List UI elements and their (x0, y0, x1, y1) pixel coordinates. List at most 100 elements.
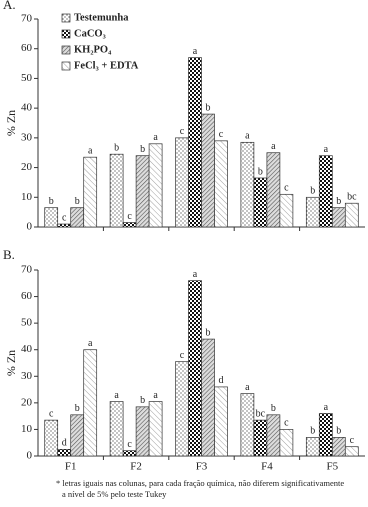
significance-letter: bc (256, 408, 266, 419)
bar (44, 207, 59, 228)
bar (109, 401, 124, 457)
y-tick-label: 70 (21, 264, 33, 276)
significance-letter: c (127, 439, 132, 450)
bar (70, 207, 85, 228)
significance-letter: a (324, 144, 329, 155)
significance-letter: c (284, 418, 289, 429)
significance-letter: d (219, 375, 224, 386)
x-tick-label: F2 (130, 461, 142, 473)
significance-letter: c (49, 408, 54, 419)
bar (148, 143, 163, 228)
significance-letter: d (62, 438, 67, 449)
bar (83, 156, 98, 228)
bar (188, 57, 202, 228)
bar (175, 361, 189, 457)
bar (331, 437, 346, 457)
y-tick-label: 0 (27, 221, 33, 233)
bar (318, 155, 333, 228)
y-axis-label: % Zn (4, 110, 18, 136)
legend-label: CaCO₃ (74, 28, 106, 39)
legend-swatch (61, 45, 71, 55)
significance-letter: b (75, 196, 80, 207)
bar (175, 137, 189, 228)
y-tick-label: 40 (21, 102, 33, 114)
legend-swatch (61, 61, 71, 71)
significance-letter: c (219, 129, 224, 140)
bar (70, 414, 85, 457)
significance-letter: c (127, 211, 132, 222)
y-tick-label: 30 (21, 131, 33, 143)
significance-letter: b (206, 102, 211, 113)
y-tick-label: 10 (21, 191, 33, 203)
bar (305, 437, 320, 457)
y-tick-label: 50 (21, 72, 33, 84)
y-tick-label: 20 (21, 161, 33, 173)
significance-letter: b (310, 426, 315, 437)
legend-swatch (61, 13, 71, 23)
significance-letter: b (140, 144, 145, 155)
significance-letter: b (114, 142, 119, 153)
legend-label: KH₂PO₄ (74, 44, 112, 55)
y-tick-label: 60 (21, 290, 33, 302)
significance-letter: a (153, 390, 158, 401)
y-axis-label: % Zn (4, 350, 18, 376)
panel-label: B. (3, 247, 15, 262)
legend-label: Testemunha (74, 12, 129, 23)
significance-letter: a (153, 132, 158, 143)
significance-letter: a (88, 145, 93, 156)
legend-label: FeCl₃ + EDTA (74, 60, 139, 71)
significance-letter: a (271, 141, 276, 152)
bar (83, 349, 98, 457)
y-tick-label: 60 (21, 42, 33, 54)
significance-letter: b (49, 196, 54, 207)
significance-letter: b (310, 186, 315, 197)
footnote: a nível de 5% pelo teste Tukey (62, 489, 167, 499)
significance-letter: c (180, 350, 185, 361)
y-tick-label: 50 (21, 317, 33, 329)
x-tick-label: F3 (196, 461, 208, 473)
bar (135, 406, 150, 457)
significance-letter: a (193, 46, 198, 57)
bar (266, 414, 281, 457)
bar (148, 401, 163, 457)
y-tick-label: 30 (21, 370, 33, 382)
significance-letter: a (193, 269, 198, 280)
y-tick-label: 20 (21, 396, 33, 408)
significance-letter: c (350, 435, 355, 446)
bar (57, 449, 72, 457)
significance-letter: c (62, 212, 67, 223)
bar (214, 386, 228, 457)
y-tick-label: 0 (27, 450, 33, 462)
significance-letter: b (206, 327, 211, 338)
significance-letter: a (114, 390, 119, 401)
bar (201, 338, 215, 457)
bar (344, 446, 359, 457)
bar (201, 113, 215, 228)
significance-letter: bc (347, 192, 357, 203)
significance-letter: b (336, 196, 341, 207)
panel-label: A. (3, 0, 16, 12)
significance-letter: b (271, 403, 276, 414)
significance-letter: b (258, 166, 263, 177)
significance-letter: a (245, 382, 250, 393)
bar (344, 202, 359, 228)
footnote: * letras iguais nas colunas, para cada f… (56, 478, 344, 488)
bar (305, 196, 320, 228)
bar (240, 393, 255, 457)
bar (253, 419, 268, 457)
y-tick-label: 40 (21, 343, 33, 355)
bar (109, 153, 124, 228)
bar (135, 155, 150, 228)
bar (318, 413, 333, 457)
bar (240, 141, 255, 228)
y-tick-label: 70 (21, 13, 33, 25)
significance-letter: a (245, 131, 250, 142)
bar (279, 429, 294, 457)
bar (214, 140, 228, 228)
bar (122, 222, 137, 228)
legend-swatch (61, 29, 71, 39)
bar (266, 152, 281, 228)
significance-letter: b (140, 395, 145, 406)
y-tick-label: 10 (21, 423, 33, 435)
bar (279, 193, 294, 228)
